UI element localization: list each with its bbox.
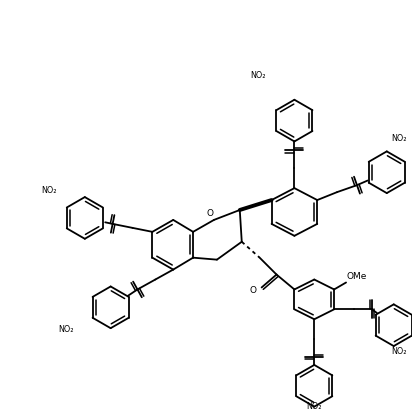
Text: O: O bbox=[249, 286, 256, 295]
Text: NO₂: NO₂ bbox=[391, 134, 406, 143]
Text: NO₂: NO₂ bbox=[58, 324, 74, 334]
Text: OMe: OMe bbox=[347, 272, 367, 281]
Text: NO₂: NO₂ bbox=[306, 402, 322, 411]
Text: NO₂: NO₂ bbox=[41, 186, 57, 195]
Text: NO₂: NO₂ bbox=[391, 347, 406, 356]
Text: NO₂: NO₂ bbox=[250, 72, 266, 80]
Text: O: O bbox=[206, 210, 214, 218]
